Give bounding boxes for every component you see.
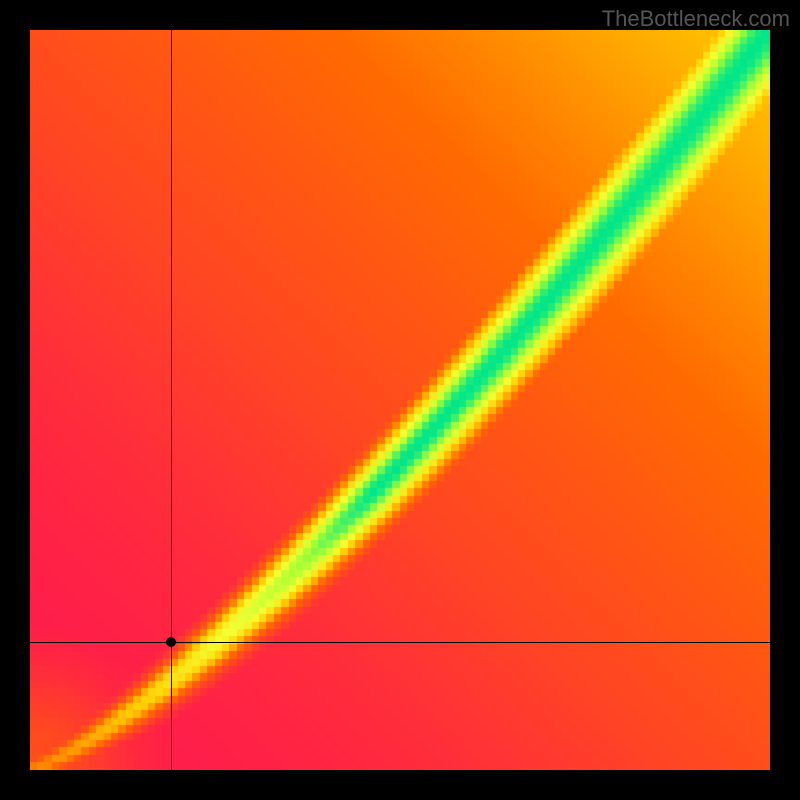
crosshair-horizontal xyxy=(30,642,770,643)
watermark-text: TheBottleneck.com xyxy=(602,6,790,32)
crosshair-vertical xyxy=(171,30,172,770)
crosshair-marker xyxy=(166,637,176,647)
chart-container: TheBottleneck.com xyxy=(0,0,800,800)
bottleneck-heatmap xyxy=(30,30,770,770)
